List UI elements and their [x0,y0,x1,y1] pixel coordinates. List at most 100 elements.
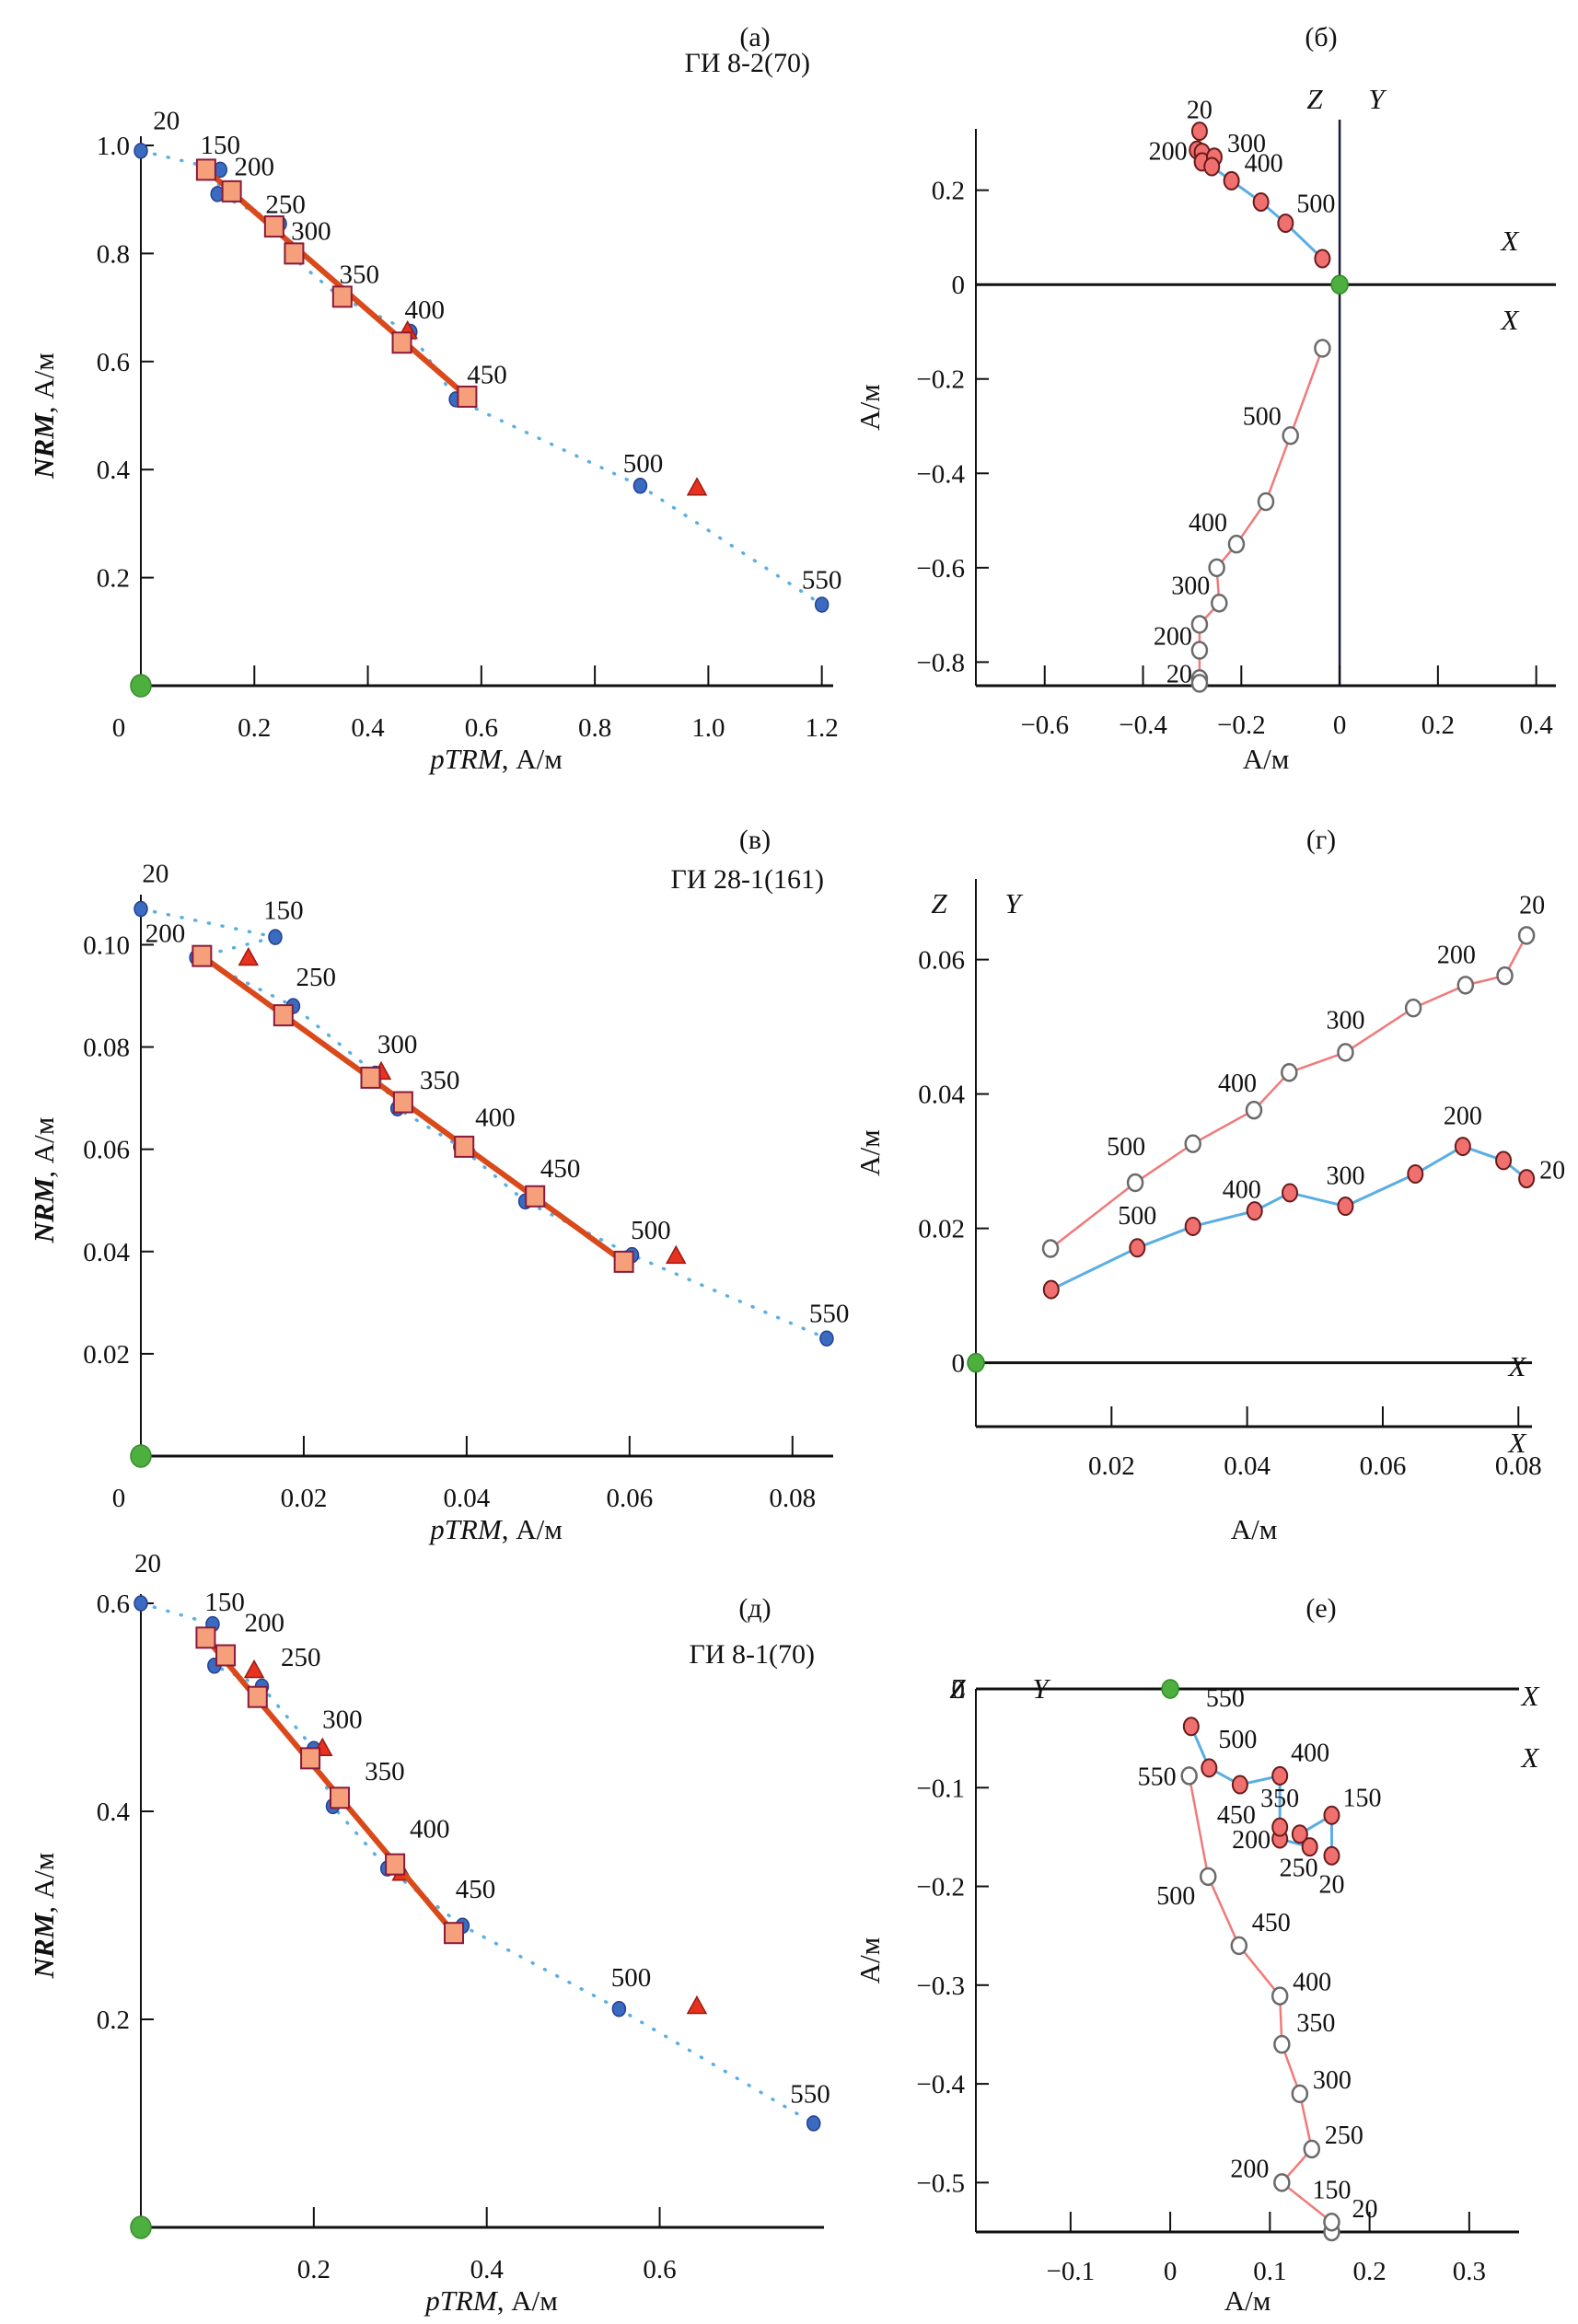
temperature-label: 450 [456,1875,496,1904]
fit-point-square [273,1004,294,1027]
fit-point-square [360,1066,381,1089]
ptrm-check-triangle [243,1659,265,1679]
x-tick-label: 0.04 [1224,1451,1271,1481]
temperature-label: 250 [1325,2122,1363,2150]
temperature-label: 300 [1227,130,1266,158]
fit-point-square [330,1786,351,1809]
temperature-label: 450 [1252,1909,1291,1937]
temperature-label: 200 [1230,2155,1269,2183]
horizontal-projection-point [1190,121,1208,142]
vertical-projection-point [1230,1936,1248,1956]
x-axis-label: А/м [1231,1513,1278,1545]
vertical-projection-line [1188,1775,1333,2232]
horizontal-projection-line [1050,1144,1528,1291]
axis-letter-x-upper: X [1507,1350,1527,1382]
sample-label: ГИ 8-2(70) [685,48,810,78]
axis-letter-z: Z [949,1672,966,1705]
x-tick-label: 0.1 [1253,2257,1286,2286]
horizontal-projection-point [1042,1279,1060,1300]
horizontal-projection-point [1291,1824,1308,1844]
horizontal-projection-point [1323,1805,1340,1825]
horizontal-projection-point [1301,1837,1318,1857]
temperature-label: 200 [1444,1103,1482,1131]
horizontal-projection-point [1495,1150,1513,1171]
temperature-label: 200 [145,919,186,949]
temperature-label: 400 [1189,509,1227,538]
y-tick-label: 0.2 [932,177,965,206]
vertical-projection-point [1190,615,1209,634]
fit-point-square [525,1185,546,1208]
x-tick-label: 0 [1164,2257,1178,2286]
fit-point-square [263,215,284,238]
temperature-label: 150 [204,1588,245,1617]
vertical-projection-point [1211,594,1228,613]
horizontal-projection-point [1271,1765,1289,1786]
temperature-label: 250 [265,190,306,219]
temperature-label: 20 [142,860,168,889]
temperature-label: 300 [322,1705,363,1735]
temperature-label: 550 [790,2079,830,2109]
vertical-projection-point [1180,1766,1198,1786]
ptrm-check-triangle [238,946,260,966]
vertical-projection-point [1323,2213,1340,2232]
nrm-point [133,900,148,918]
x-tick-label: 0.6 [465,713,498,743]
x-tick-label: −0.2 [1217,711,1266,740]
x-tick-label: 0.4 [1520,711,1554,740]
nrm-point [814,596,830,613]
y-tick-label: −0.5 [916,2168,965,2198]
temperature-label: 350 [365,1757,405,1786]
vertical-projection-point [1190,674,1209,693]
x-tick-label: 0.2 [1352,2257,1386,2286]
x-tick-label: 0 [1333,711,1347,740]
y-axis-label: NRM, А/м [28,1117,60,1244]
y-tick-label: −0.4 [916,2070,965,2099]
horizontal-projection-point [1129,1238,1146,1258]
y-axis-label: NRM, А/м [28,1853,60,1980]
temperature-label: 20 [1187,97,1213,125]
y-tick-label: 0.06 [918,946,965,976]
x-tick-label: 0.02 [1088,1451,1135,1481]
origin-dot [1161,1679,1179,1699]
origin-dot [130,1444,152,1468]
temperature-label: 20 [1352,2195,1377,2224]
y-axis-label: А/м [853,1937,886,1984]
y-tick-label: 0.4 [97,1798,131,1827]
fit-point-square [392,1091,413,1114]
fit-point-square [215,1644,237,1667]
temperature-label: 200 [1154,623,1192,652]
temperature-label: 20 [1166,660,1192,688]
y-tick-label: −0.2 [916,365,965,395]
vertical-projection-point [1281,1063,1298,1082]
vertical-projection-point [1496,965,1514,986]
nrm-point [268,929,283,945]
y-tick-label: 0.10 [83,931,130,960]
x-tick-label: 0.6 [643,2255,676,2284]
axis-letter-x-lower: X [1520,1741,1540,1774]
temperature-label: 500 [1118,1202,1156,1231]
horizontal-projection-point [1518,1169,1536,1189]
fit-point-square [284,242,305,265]
x-tick-label: 0.06 [1360,1451,1407,1481]
panel-c: (в) ГИ 28-1(161) 0 0.02 0.04 0.06 0.08 0.02 0.04… [28,825,849,1545]
fit-point-square [613,1250,634,1273]
temperature-label: 200 [1232,1826,1271,1855]
vertical-projection-point [1282,426,1299,445]
temperature-label: 350 [420,1066,460,1095]
temperature-label: 400 [410,1814,450,1844]
vertical-projection-point [1303,2139,1321,2159]
y-tick-label: 0.02 [83,1340,130,1370]
temperature-label: 450 [1217,1801,1256,1830]
fit-point-square [331,285,353,308]
axis-letter-x-upper: X [1500,225,1520,257]
vertical-projection-point [1126,1173,1144,1193]
fit-point-square [191,944,213,967]
y-tick-label: 0.8 [97,239,130,269]
x-axis-label: pTRM, А/м [428,743,563,775]
temperature-label: 350 [1260,1785,1299,1813]
temperature-label: 350 [340,260,380,290]
temperature-label: 250 [296,963,336,992]
x-tick-label: 0.04 [444,1484,491,1513]
x-tick-label: 0 [112,1484,126,1513]
y-tick-label: −0.4 [916,459,965,489]
